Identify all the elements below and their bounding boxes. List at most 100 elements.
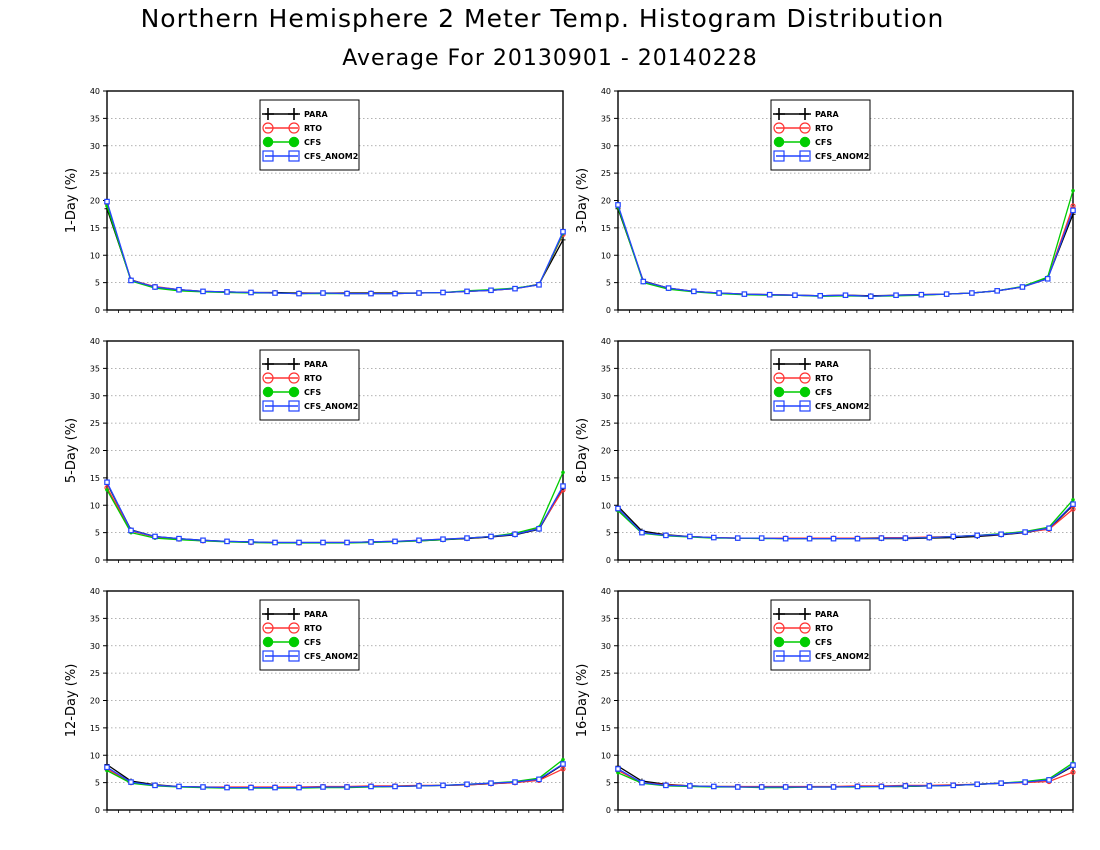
y-axis-label: 8-Day (%) bbox=[575, 418, 590, 483]
legend-marker-para bbox=[288, 358, 300, 370]
y-tick-label: 40 bbox=[90, 337, 100, 346]
series-line bbox=[106, 201, 564, 295]
legend-marker-rto bbox=[288, 372, 300, 384]
data-point bbox=[561, 470, 565, 475]
legend-box bbox=[259, 99, 360, 171]
legend-label-rto: RTO bbox=[815, 124, 833, 133]
data-point bbox=[1070, 762, 1076, 768]
data-point bbox=[104, 764, 110, 771]
legend-box bbox=[259, 349, 360, 421]
data-point bbox=[854, 783, 861, 790]
data-point bbox=[464, 535, 470, 541]
legend-marker-cfs_anom2 bbox=[262, 650, 274, 662]
data-point bbox=[440, 782, 446, 789]
legend: PARA RTO CFS CFS_ANOM2 bbox=[259, 349, 360, 421]
data-point bbox=[512, 285, 518, 292]
data-point bbox=[893, 292, 899, 299]
series-cfs bbox=[105, 470, 565, 545]
data-point bbox=[969, 290, 975, 296]
data-point bbox=[296, 539, 302, 546]
data-point bbox=[734, 784, 741, 790]
data-point bbox=[716, 290, 722, 296]
series-line bbox=[106, 205, 564, 295]
data-point bbox=[792, 292, 798, 299]
legend-marker-para bbox=[262, 358, 274, 370]
series-line bbox=[106, 482, 564, 544]
legend-label-cfs_anom2: CFS_ANOM2 bbox=[815, 402, 869, 411]
data-point bbox=[105, 488, 109, 492]
y-tick-label: 0 bbox=[95, 806, 100, 815]
legend-marker-cfs_anom2 bbox=[288, 400, 300, 412]
y-tick-label: 35 bbox=[601, 614, 611, 623]
y-tick-label: 35 bbox=[601, 114, 611, 123]
data-point bbox=[926, 534, 933, 541]
legend-label-cfs: CFS bbox=[304, 138, 321, 147]
data-point bbox=[176, 783, 182, 790]
y-tick-label: 30 bbox=[90, 642, 100, 651]
data-point bbox=[224, 784, 230, 791]
legend-label-para: PARA bbox=[815, 610, 839, 619]
legend-label-para: PARA bbox=[304, 610, 328, 619]
panel-6: 0 5 10 15 20 25 30 35 40 16-Day (%) PARA RTO CFS CFS_… bbox=[575, 587, 1076, 815]
legend-marker-rto bbox=[262, 122, 274, 134]
legend-marker-cfs_anom2 bbox=[262, 400, 274, 412]
data-point bbox=[665, 285, 672, 291]
legend-marker-cfs_anom2 bbox=[773, 400, 785, 412]
data-point bbox=[1070, 769, 1076, 775]
y-axis-label: 5-Day (%) bbox=[64, 418, 79, 483]
legend-marker-para bbox=[288, 108, 300, 120]
series-cfs bbox=[105, 757, 565, 790]
y-tick-label: 40 bbox=[601, 587, 611, 596]
legend-marker-rto bbox=[288, 622, 300, 634]
data-point bbox=[867, 293, 874, 300]
legend-label-cfs: CFS bbox=[815, 638, 832, 647]
series-para bbox=[104, 206, 566, 296]
legend-label-para: PARA bbox=[304, 360, 328, 369]
panel-2: 0 5 10 15 20 25 30 35 40 3-Day (%) PARA RTO CFS CFS_A… bbox=[575, 87, 1076, 315]
data-point bbox=[560, 766, 566, 772]
y-tick-label: 10 bbox=[601, 251, 611, 260]
data-point bbox=[640, 278, 647, 285]
legend: PARA RTO CFS CFS_ANOM2 bbox=[770, 349, 871, 421]
legend-label-cfs_anom2: CFS_ANOM2 bbox=[815, 652, 869, 661]
y-tick-label: 0 bbox=[95, 306, 100, 315]
y-tick-label: 5 bbox=[606, 279, 611, 288]
y-tick-label: 25 bbox=[90, 669, 100, 678]
data-point bbox=[687, 783, 693, 789]
legend-label-rto: RTO bbox=[304, 624, 322, 633]
legend-marker-cfs_anom2 bbox=[799, 150, 811, 162]
y-tick-label: 5 bbox=[95, 529, 100, 538]
y-axis-label: 1-Day (%) bbox=[64, 168, 79, 233]
data-point bbox=[1019, 284, 1026, 290]
legend-marker-cfs_anom2 bbox=[262, 150, 274, 162]
data-point bbox=[176, 535, 182, 542]
data-point bbox=[152, 284, 158, 290]
legend-marker-para bbox=[799, 358, 811, 370]
y-tick-label: 15 bbox=[601, 724, 611, 733]
data-point bbox=[104, 479, 110, 486]
series-line bbox=[617, 762, 1074, 789]
data-point bbox=[1070, 207, 1076, 214]
panel-frame bbox=[617, 90, 1074, 311]
data-point bbox=[392, 538, 398, 545]
legend-box bbox=[770, 99, 871, 171]
data-point bbox=[1046, 777, 1052, 783]
series-line bbox=[617, 764, 1074, 788]
legend-marker-cfs_anom2 bbox=[773, 650, 785, 662]
legend-marker-para bbox=[262, 608, 274, 620]
legend-label-para: PARA bbox=[304, 110, 328, 119]
panel-1: 0 5 10 15 20 25 30 35 40 1-Day (%) PARA RTO CFS CFS_A… bbox=[64, 87, 566, 315]
data-point bbox=[854, 535, 861, 542]
series-para bbox=[615, 206, 1076, 299]
y-tick-label: 30 bbox=[90, 392, 100, 401]
data-point bbox=[1044, 275, 1051, 282]
series-para bbox=[615, 502, 1076, 542]
data-point bbox=[842, 292, 849, 299]
data-point bbox=[512, 531, 518, 538]
data-point bbox=[248, 289, 254, 296]
y-tick-label: 20 bbox=[90, 197, 100, 206]
series-line bbox=[106, 483, 564, 544]
legend-label-rto: RTO bbox=[304, 374, 322, 383]
series-line bbox=[617, 770, 1074, 788]
series-cfs_anom2 bbox=[104, 479, 566, 546]
